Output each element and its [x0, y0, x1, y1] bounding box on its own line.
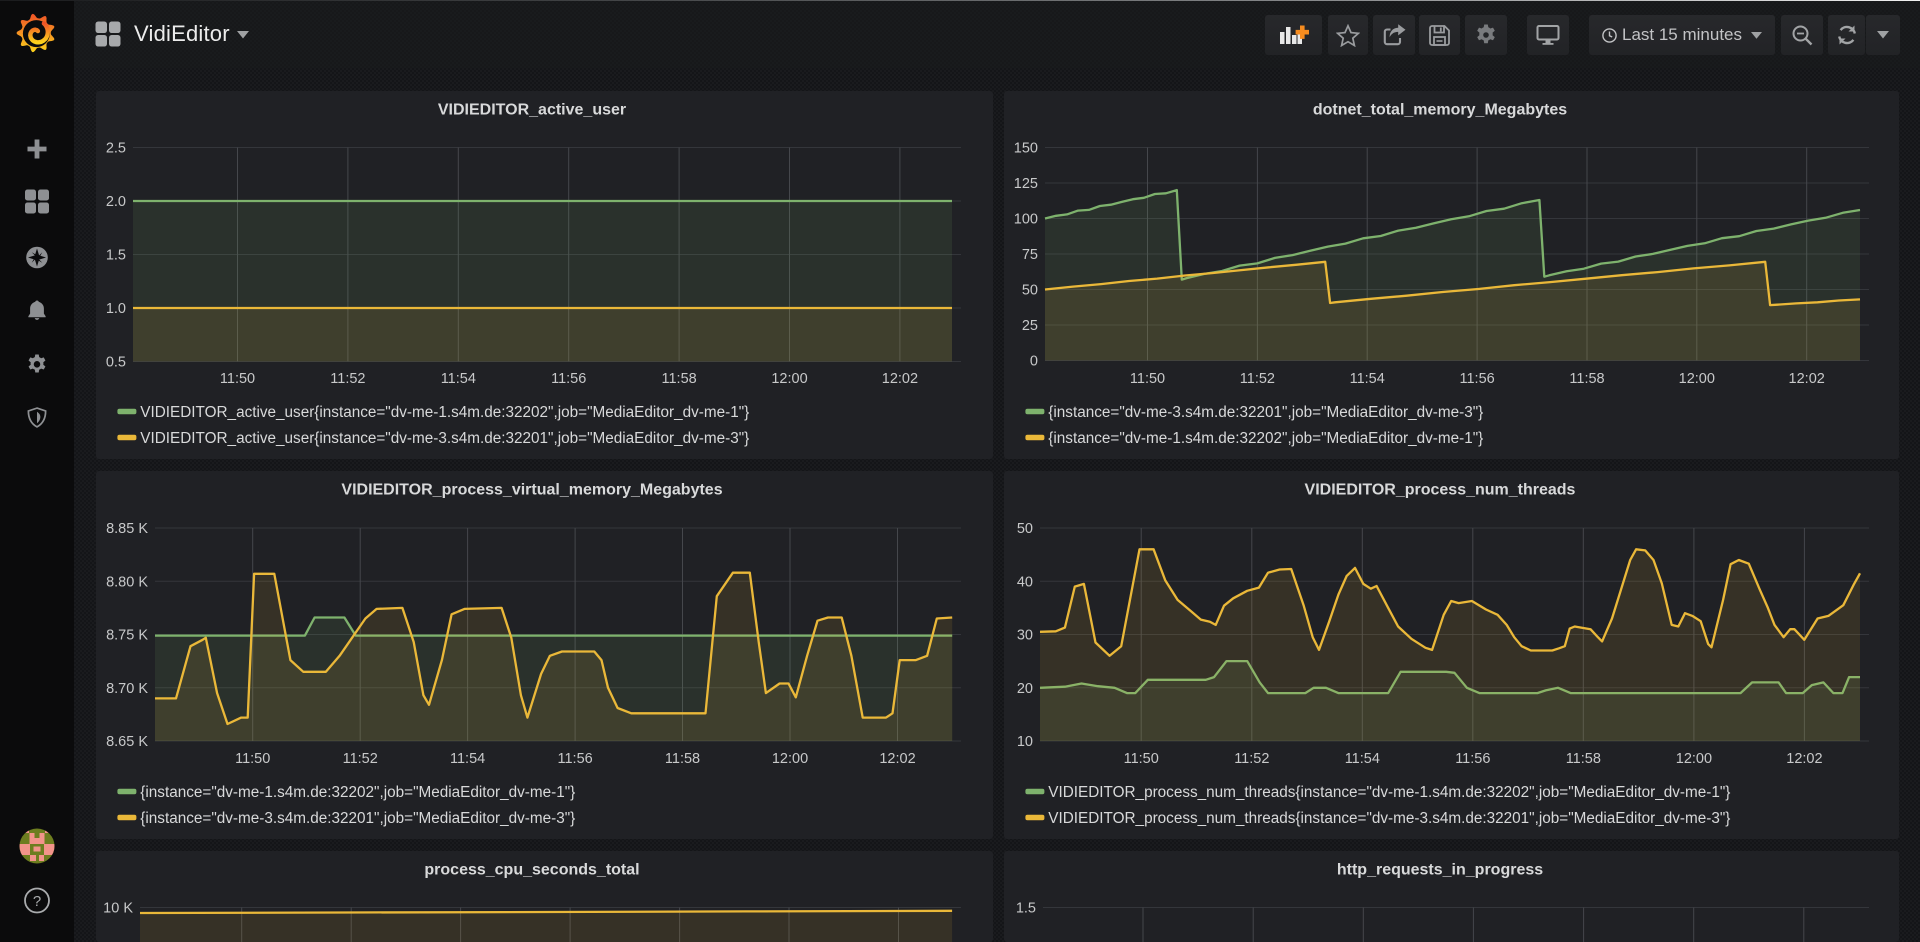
- svg-text:11:54: 11:54: [1350, 371, 1385, 387]
- svg-text:12:00: 12:00: [772, 751, 808, 767]
- svg-text:11:54: 11:54: [450, 751, 485, 767]
- svg-text:11:52: 11:52: [1234, 751, 1269, 767]
- svg-text:100: 100: [1014, 212, 1038, 228]
- svg-text:25: 25: [1022, 318, 1038, 334]
- svg-text:2.0: 2.0: [106, 194, 126, 210]
- svg-text:8.70 K: 8.70 K: [106, 681, 148, 697]
- svg-text:11:52: 11:52: [343, 751, 378, 767]
- svg-text:11:50: 11:50: [1124, 751, 1159, 767]
- svg-text:{instance="dv-me-3.s4m.de:3220: {instance="dv-me-3.s4m.de:32201",job="Me…: [1048, 404, 1483, 421]
- svg-text:VIDIEDITOR_active_user: VIDIEDITOR_active_user: [438, 102, 626, 119]
- svg-text:?: ?: [33, 893, 41, 910]
- svg-text:11:56: 11:56: [557, 751, 592, 767]
- svg-text:50: 50: [1017, 521, 1033, 537]
- svg-text:12:02: 12:02: [1786, 751, 1822, 767]
- svg-text:{instance="dv-me-1.s4m.de:3220: {instance="dv-me-1.s4m.de:32202",job="Me…: [1048, 430, 1483, 447]
- svg-text:11:56: 11:56: [1459, 371, 1494, 387]
- svg-text:8.85 K: 8.85 K: [106, 521, 148, 537]
- svg-text:2.5: 2.5: [106, 141, 126, 157]
- svg-text:VIDIEDITOR_process_num_threads: VIDIEDITOR_process_num_threads: [1305, 482, 1576, 499]
- svg-text:12:00: 12:00: [771, 371, 807, 387]
- svg-text:11:52: 11:52: [1240, 371, 1275, 387]
- svg-text:150: 150: [1014, 141, 1038, 157]
- svg-text:1.5: 1.5: [106, 248, 126, 264]
- svg-text:process_cpu_seconds_total: process_cpu_seconds_total: [424, 862, 639, 879]
- svg-text:11:50: 11:50: [1130, 371, 1165, 387]
- svg-text:12:02: 12:02: [1789, 371, 1825, 387]
- svg-text:11:58: 11:58: [1566, 751, 1601, 767]
- svg-text:30: 30: [1017, 628, 1033, 644]
- svg-text:12:00: 12:00: [1676, 751, 1712, 767]
- svg-text:{instance="dv-me-1.s4m.de:3220: {instance="dv-me-1.s4m.de:32202",job="Me…: [140, 784, 575, 801]
- svg-text:1.0: 1.0: [106, 301, 126, 317]
- svg-text:0: 0: [1030, 354, 1038, 370]
- svg-text:VIDIEDITOR_process_num_threads: VIDIEDITOR_process_num_threads{instance=…: [1048, 784, 1730, 801]
- svg-text:VIDIEDITOR_process_virtual_mem: VIDIEDITOR_process_virtual_memory_Megaby…: [341, 482, 722, 499]
- svg-text:20: 20: [1017, 681, 1033, 697]
- svg-text:0.5: 0.5: [106, 355, 126, 371]
- svg-text:dotnet_total_memory_Megabytes: dotnet_total_memory_Megabytes: [1313, 102, 1567, 119]
- svg-text:8.75 K: 8.75 K: [106, 628, 148, 644]
- svg-text:50: 50: [1022, 283, 1038, 299]
- svg-text:11:58: 11:58: [1569, 371, 1604, 387]
- svg-text:40: 40: [1017, 574, 1033, 590]
- svg-text:125: 125: [1014, 176, 1038, 192]
- svg-text:75: 75: [1022, 247, 1038, 263]
- svg-text:10: 10: [1017, 734, 1033, 750]
- svg-text:8.80 K: 8.80 K: [106, 574, 148, 590]
- svg-text:11:56: 11:56: [551, 371, 586, 387]
- svg-text:VIDIEDITOR_process_num_threads: VIDIEDITOR_process_num_threads{instance=…: [1048, 810, 1730, 827]
- svg-text:11:54: 11:54: [441, 371, 476, 387]
- svg-text:VIDIEDITOR_active_user{instanc: VIDIEDITOR_active_user{instance="dv-me-3…: [140, 430, 749, 447]
- svg-text:12:02: 12:02: [879, 751, 915, 767]
- svg-text:11:56: 11:56: [1455, 751, 1490, 767]
- svg-text:11:54: 11:54: [1345, 751, 1380, 767]
- svg-text:11:50: 11:50: [235, 751, 270, 767]
- svg-text:11:58: 11:58: [665, 751, 700, 767]
- svg-text:http_requests_in_progress: http_requests_in_progress: [1337, 862, 1543, 879]
- svg-text:1.5: 1.5: [1016, 901, 1036, 917]
- svg-text:11:50: 11:50: [220, 371, 255, 387]
- svg-text:VIDIEDITOR_active_user{instanc: VIDIEDITOR_active_user{instance="dv-me-1…: [140, 404, 749, 421]
- svg-text:12:02: 12:02: [882, 371, 918, 387]
- svg-text:12:00: 12:00: [1679, 371, 1715, 387]
- svg-text:11:52: 11:52: [330, 371, 365, 387]
- svg-text:8.65 K: 8.65 K: [106, 734, 148, 750]
- svg-text:{instance="dv-me-3.s4m.de:3220: {instance="dv-me-3.s4m.de:32201",job="Me…: [140, 810, 575, 827]
- svg-text:10 K: 10 K: [103, 901, 133, 917]
- svg-text:11:58: 11:58: [661, 371, 696, 387]
